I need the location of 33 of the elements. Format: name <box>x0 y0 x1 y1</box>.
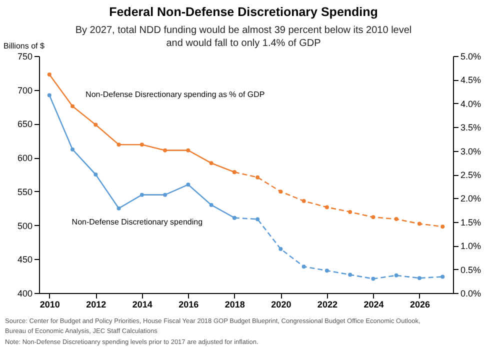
y-tick-label: 500 <box>17 220 32 231</box>
x-tick-label: 2022 <box>317 300 338 310</box>
y-tick-label: 750 <box>17 52 32 62</box>
x-tick-label: 2018 <box>224 300 245 310</box>
y2-tick-label: 3.5% <box>460 122 482 133</box>
x-tick-label: 2010 <box>40 300 60 310</box>
y-axis-title: Billions of $ <box>4 42 45 50</box>
chart-title: Federal Non-Defense Discretionary Spending <box>109 5 378 19</box>
y2-tick-label: 2.0% <box>460 194 482 204</box>
y-tick-label: 450 <box>17 254 32 265</box>
y2-tick-label: 2.5% <box>460 170 482 180</box>
chart-subtitle: By 2027, total NDD funding would be almost 39 percent below its 2010 level and would fall to only 1.4% of GDP <box>75 25 412 49</box>
y2-tick-label: 3.0% <box>460 146 482 156</box>
x-tick-label: 2026 <box>410 300 430 310</box>
series-label: Non-Defense Disrectionary spending as % of GDP <box>86 90 265 100</box>
y-tick-label: 700 <box>17 85 32 96</box>
x-tick-label: 2012 <box>86 300 106 310</box>
x-tick-label: 2016 <box>178 300 199 310</box>
y2-tick-label: 0.5% <box>460 264 482 275</box>
x-tick-label: 2024 <box>364 300 384 310</box>
y2-tick-label: 0.0% <box>460 288 482 298</box>
y2-tick-label: 4.0% <box>460 98 482 109</box>
x-tick-label: 2020 <box>271 300 292 310</box>
y2-tick-label: 5.0% <box>460 52 482 62</box>
series-label: Non-Defense Discretionary spending <box>72 217 203 226</box>
y2-tick-label: 1.0% <box>460 241 482 252</box>
y-tick-label: 400 <box>17 288 32 298</box>
y2-tick-label: 1.5% <box>460 217 482 228</box>
y-tick-label: 550 <box>17 186 32 197</box>
y-tick-label: 650 <box>17 119 32 130</box>
x-tick-label: 2014 <box>132 300 152 310</box>
y-tick-label: 600 <box>17 153 32 164</box>
y2-tick-label: 4.5% <box>460 75 482 86</box>
